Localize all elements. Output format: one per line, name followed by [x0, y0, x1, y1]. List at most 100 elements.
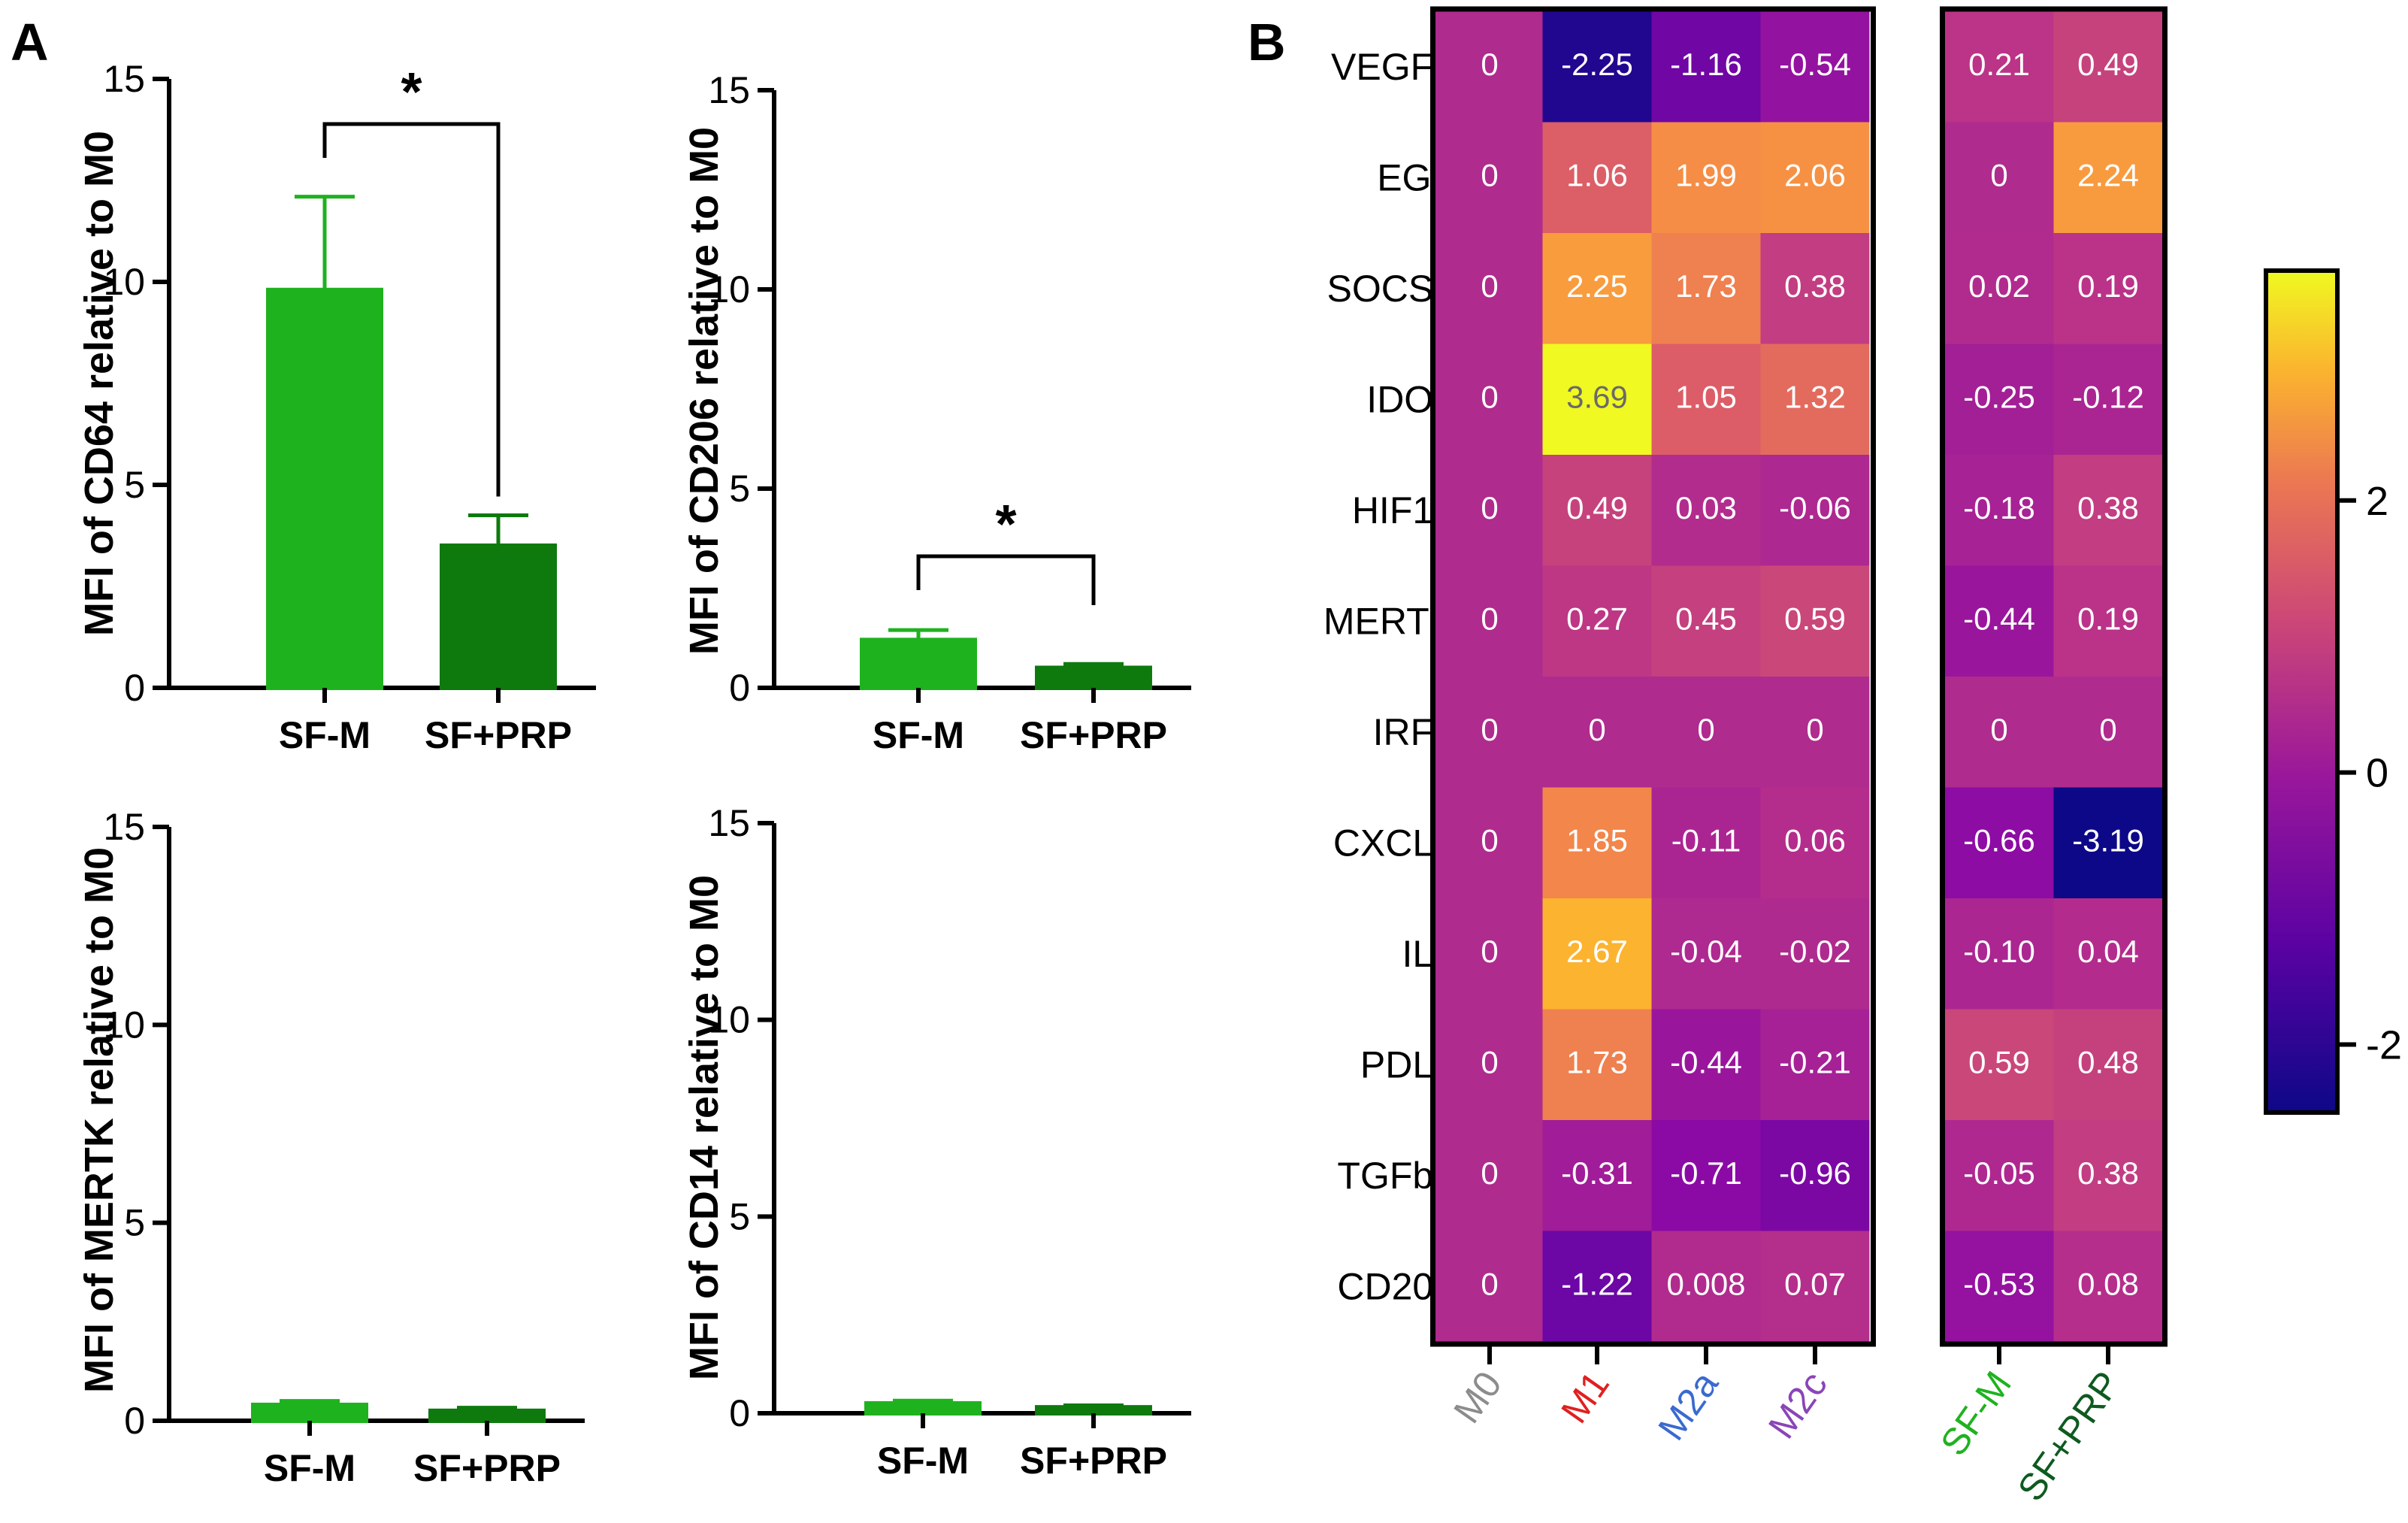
heatmap-cell-value: 0.38	[1784, 268, 1846, 304]
heatmap-cell	[1435, 1120, 1544, 1231]
y-tick-label: 5	[729, 1195, 750, 1237]
heatmap-cell-value: 0.21	[1968, 47, 2030, 82]
heatmap-cell	[1542, 1231, 1652, 1342]
heatmap-cell-value: 0	[1481, 379, 1498, 414]
heatmap-cell	[1435, 233, 1544, 344]
heatmap-cell-value: 0	[1481, 490, 1498, 525]
heatmap-cell	[2053, 677, 2163, 788]
colorbar-tick-label: 0	[2366, 751, 2388, 796]
y-tick-label: 10	[708, 999, 750, 1041]
x-tick-label: SF+PRP	[1020, 714, 1167, 756]
heatmap-cell-value: 3.69	[1566, 379, 1628, 414]
heatmap-cell	[1944, 11, 2054, 123]
heatmap-cell-value: 0.38	[2077, 1155, 2139, 1191]
heatmap-cell	[1542, 1009, 1652, 1120]
bar	[266, 287, 383, 690]
x-tick-label: SF+PRP	[413, 1447, 561, 1489]
heatmap-cell	[1651, 1120, 1761, 1231]
bar-chart-cd14: MFI of CD14 relative to M0 0 5 10 15 SF-M SF+…	[682, 802, 1191, 1482]
heatmap-cell-value: 0.08	[2077, 1266, 2139, 1301]
heatmap-cell	[1651, 677, 1761, 788]
heatmap-cell-value: 0.38	[2077, 490, 2139, 525]
heatmap-cell	[1944, 1009, 2054, 1120]
heatmap-cell-value: 2.06	[1784, 157, 1846, 192]
heatmap-cell-value: 1.06	[1566, 157, 1628, 192]
heatmap-cell-value: 2.24	[2077, 157, 2139, 192]
heatmap-cell-value: 0	[1481, 47, 1498, 82]
colorbar: 2 0 -2	[2264, 268, 2402, 1115]
heatmap-cell-value: -0.06	[1779, 490, 1851, 525]
heatmap-cell-value: -0.25	[1963, 379, 2035, 414]
heatmap-cell	[2053, 565, 2163, 677]
y-tick-label: 5	[124, 1202, 145, 1244]
heatmap-cell-value: 2.25	[1566, 268, 1628, 304]
heatmap-cell	[2053, 11, 2163, 123]
heatmap-cell-value: 0	[2099, 712, 2116, 747]
heatmap-cell	[1760, 11, 1870, 123]
heatmap-cell	[1944, 344, 2054, 455]
bar-chart-mertk: MFI of MERTK relative to M0 0 5 10 15 SF-M SF…	[77, 806, 585, 1489]
heatmap-cell	[1760, 122, 1870, 233]
heatmap-cell	[1944, 1120, 2054, 1231]
y-tick-label: 15	[708, 802, 750, 844]
heatmap-cell	[2053, 1009, 2163, 1120]
heatmap-cell-value: 0	[1481, 157, 1498, 192]
heatmap-cell	[1760, 898, 1870, 1010]
heatmap-cell	[1944, 898, 2054, 1010]
x-tick-label: SF-M	[873, 714, 964, 756]
heatmap-cell	[2053, 787, 2163, 898]
y-tick-label: 10	[103, 1004, 145, 1046]
y-tick-label: 0	[729, 1392, 750, 1434]
heatmap-cell	[1435, 787, 1544, 898]
bar	[860, 637, 977, 691]
heatmap-cell	[1651, 344, 1761, 455]
y-tick-label: 0	[124, 667, 145, 709]
heatmap-cell	[1651, 11, 1761, 123]
heatmap-cell-value: 0.04	[2077, 934, 2139, 969]
column-label: M1	[1553, 1364, 1617, 1431]
heatmap-cell-value: 0.19	[2077, 601, 2139, 636]
heatmap-cell	[1435, 898, 1544, 1010]
bar	[1035, 1405, 1152, 1416]
heatmap-cell	[1944, 1231, 2054, 1342]
heatmap-cell-value: -3.19	[2072, 822, 2144, 858]
heatmap-cell-value: 0.49	[2077, 47, 2139, 82]
significance-bracket	[322, 122, 501, 497]
heatmap-cell-value: 1.85	[1566, 822, 1628, 858]
y-tick-label: 0	[124, 1400, 145, 1442]
heatmap-cell	[1435, 455, 1544, 566]
heatmap-cell-value: 0.27	[1566, 601, 1628, 636]
heatmap-cell-value: 0.49	[1566, 490, 1628, 525]
heatmap-cell-value: -1.22	[1561, 1266, 1633, 1301]
heatmap-cell	[1542, 787, 1652, 898]
significance-star: *	[995, 495, 1016, 555]
heatmap-cell-value: -0.02	[1779, 934, 1851, 969]
heatmap-cell	[1435, 344, 1544, 455]
heatmap-cell-value: 0	[1481, 934, 1498, 969]
heatmap-cell	[1542, 565, 1652, 677]
bar	[864, 1400, 982, 1416]
heatmap-cell	[1944, 677, 2054, 788]
heatmap-cell	[1944, 233, 2054, 344]
heatmap-cell-value: 0	[1481, 1044, 1498, 1079]
heatmap-cell	[1651, 122, 1761, 233]
heatmap-cell	[1760, 1231, 1870, 1342]
heatmap-cell-value: -0.12	[2072, 379, 2144, 414]
heatmap-cell	[1542, 11, 1652, 123]
column-label: M2c	[1760, 1364, 1835, 1446]
colorbar-gradient	[2264, 268, 2340, 1115]
y-tick-label: 5	[729, 468, 750, 510]
heatmap-cell	[1435, 122, 1544, 233]
heatmap-cell	[1760, 1009, 1870, 1120]
heatmap-cell-value: 1.73	[1566, 1044, 1628, 1079]
panel-a-letter: A	[11, 13, 49, 71]
heatmap-cell	[1651, 1009, 1761, 1120]
y-tick-label: 10	[708, 268, 750, 310]
bar	[440, 543, 557, 690]
heatmap-cell-value: 0	[1481, 712, 1498, 747]
bar	[251, 1402, 368, 1424]
heatmap-cell-value: 1.32	[1784, 379, 1846, 414]
heatmap-cell-value: 0	[1481, 1266, 1498, 1301]
heatmap-cell	[1651, 455, 1761, 566]
x-tick-label: SF-M	[279, 714, 371, 756]
